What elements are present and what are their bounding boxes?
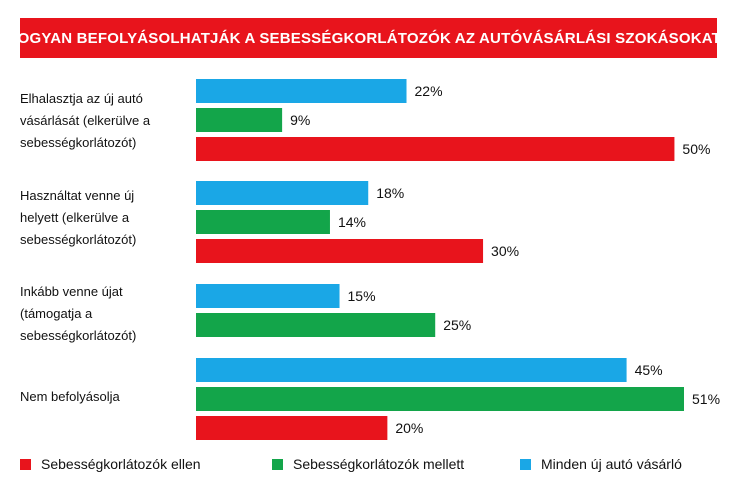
legend-item-minden: Minden új autó vásárló [520, 456, 682, 472]
bar [196, 387, 684, 411]
bar-value-label: 18% [376, 185, 404, 201]
legend-label: Minden új autó vásárló [541, 456, 682, 472]
category-label-line: helyett (elkerülve a [20, 210, 130, 225]
bar-value-label: 20% [395, 420, 423, 436]
category-label-line: (támogatja a [20, 306, 93, 321]
legend-label: Sebességkorlátozók mellett [293, 456, 465, 472]
bar [196, 239, 484, 263]
bar-value-label: 15% [348, 288, 376, 304]
bar [196, 358, 627, 382]
bar-value-label: 50% [682, 141, 710, 157]
category-label-line: Inkább venne újat [20, 284, 123, 299]
bar [196, 313, 436, 337]
category-label-3: Inkább venne újat (támogatja a sebességk… [20, 281, 190, 347]
bar-value-label: 45% [635, 362, 663, 378]
category-label-line: Nem befolyásolja [20, 389, 120, 404]
category-label-line: sebességkorlátozót) [20, 135, 137, 150]
bar-value-label: 30% [491, 243, 519, 259]
bar-value-label: 9% [290, 112, 310, 128]
bar [196, 181, 369, 205]
category-label-line: sebességkorlátozót) [20, 232, 137, 247]
bar [196, 79, 407, 103]
legend: Sebességkorlátozók ellen Sebességkorláto… [20, 456, 720, 478]
bar [196, 210, 330, 234]
bar [196, 137, 675, 161]
legend-swatch [272, 458, 283, 470]
category-label-4: Nem befolyásolja [20, 386, 190, 408]
bar [196, 284, 340, 308]
legend-label: Sebességkorlátozók ellen [41, 456, 201, 472]
chart-title: HOGYAN BEFOLYÁSOLHATJÁK A SEBESSÉGKORLÁT… [7, 18, 730, 58]
category-label-1: Elhalasztja az új autó vásárlását (elker… [20, 88, 190, 154]
bar-value-label: 51% [692, 391, 720, 407]
category-label-line: Elhalasztja az új autó [20, 91, 143, 106]
category-label-line: vásárlását (elkerülve a [20, 113, 151, 128]
bar [196, 416, 388, 440]
legend-item-mellett: Sebességkorlátozók mellett [272, 456, 464, 472]
bar [196, 108, 283, 132]
legend-swatch [20, 458, 31, 470]
legend-swatch [520, 458, 531, 470]
category-label-line: sebességkorlátozót) [20, 328, 137, 343]
category-label-line: Használtat venne új [20, 188, 135, 203]
bar-value-label: 14% [338, 214, 366, 230]
bar-value-label: 25% [443, 317, 471, 333]
bar-value-label: 22% [415, 83, 443, 99]
legend-item-ellen: Sebességkorlátozók ellen [20, 456, 201, 472]
category-label-2: Használtat venne új helyett (elkerülve a… [20, 185, 190, 251]
